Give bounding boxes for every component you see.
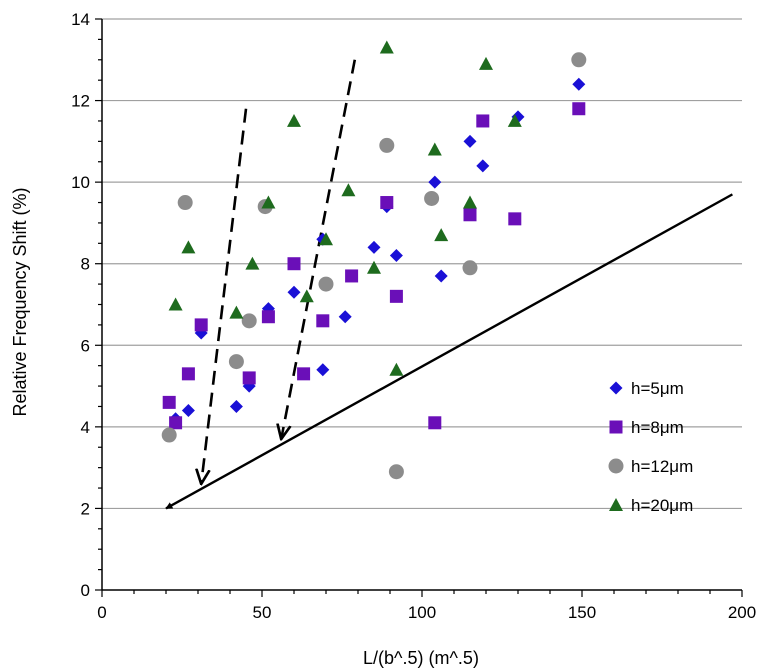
data-point-square (297, 367, 311, 381)
legend-label: h=12μm (631, 457, 693, 476)
data-point-triangle (367, 260, 381, 274)
axes: 0 2 4 6 8 10 12 14 0 50 100 150 200 (71, 10, 756, 622)
y-tick-label: 8 (81, 255, 90, 274)
trend-arrow (165, 193, 733, 510)
data-point-triangle (319, 232, 333, 246)
data-point-square (287, 257, 301, 271)
legend-marker-diamond (609, 381, 623, 395)
data-point-circle (424, 190, 440, 206)
data-point-square (572, 102, 586, 116)
data-point-triangle (299, 289, 314, 303)
x-axis-title: L/(b^.5) (m^.5) (363, 648, 479, 668)
legend-item: h=5μm (609, 379, 684, 398)
data-point-square (508, 212, 522, 226)
legend-label: h=5μm (631, 379, 684, 398)
x-tick-label: 200 (728, 603, 756, 622)
data-point-circle (177, 195, 193, 211)
legend-label: h=20μm (631, 496, 693, 515)
data-point-diamond (572, 77, 586, 91)
legend-item: h=8μm (609, 418, 684, 437)
data-point-diamond (229, 399, 243, 413)
y-axis-title: Relative Frequency Shift (%) (10, 187, 30, 416)
dashed-arrow (201, 108, 248, 484)
data-point-square (316, 314, 330, 328)
data-point-triangle (389, 362, 404, 376)
data-point-square (181, 367, 195, 381)
y-tick-label: 14 (71, 10, 90, 29)
data-point-diamond (181, 404, 195, 418)
x-tick-label: 100 (408, 603, 436, 622)
data-point-triangle (463, 195, 477, 209)
data-point-triangle (229, 305, 244, 319)
data-point-square (476, 114, 490, 128)
data-points (161, 40, 587, 480)
data-point-square (162, 395, 176, 409)
x-tick-label: 0 (97, 603, 106, 622)
data-point-triangle (434, 228, 449, 242)
data-point-square (389, 289, 403, 303)
data-point-square (463, 208, 477, 222)
data-point-diamond (463, 134, 477, 148)
legend-marker-square (609, 420, 623, 434)
data-point-square (428, 416, 442, 430)
data-point-circle (318, 276, 334, 292)
data-point-square (261, 310, 275, 324)
data-point-diamond (367, 240, 381, 254)
legend-item: h=12μm (608, 457, 693, 476)
data-point-triangle (245, 256, 260, 270)
y-tick-label: 12 (71, 92, 90, 111)
data-point-circle (462, 260, 478, 276)
data-point-triangle (261, 195, 276, 209)
data-point-square (194, 318, 208, 332)
legend-label: h=8μm (631, 418, 684, 437)
data-point-circle (388, 464, 404, 480)
data-point-diamond (476, 159, 490, 173)
y-tick-label: 2 (81, 499, 90, 518)
data-point-circle (228, 354, 244, 370)
data-point-diamond (434, 269, 448, 283)
data-point-triangle (341, 183, 356, 197)
data-point-diamond (316, 363, 330, 377)
data-point-circle (241, 313, 257, 329)
data-point-triangle (379, 40, 394, 54)
dashed-arrow (281, 59, 357, 439)
y-tick-label: 0 (81, 581, 90, 600)
data-point-square (380, 196, 394, 210)
data-point-triangle (181, 240, 196, 254)
data-point-circle (379, 137, 395, 153)
data-point-triangle (427, 142, 442, 156)
data-point-square (242, 371, 256, 385)
legend-marker-triangle (609, 498, 623, 511)
legend-item: h=20μm (609, 496, 693, 515)
data-point-diamond (389, 249, 403, 263)
data-point-square (169, 416, 183, 430)
data-point-triangle (287, 113, 301, 127)
legend: h=5μm h=8μm h=12μm h=20μm (608, 379, 693, 515)
data-point-triangle (168, 297, 183, 311)
x-tick-label: 50 (253, 603, 272, 622)
y-tick-label: 6 (81, 336, 90, 355)
data-point-diamond (338, 310, 352, 324)
data-point-diamond (428, 175, 442, 189)
y-tick-label: 4 (81, 418, 90, 437)
data-point-circle (571, 52, 587, 68)
y-tick-label: 10 (71, 173, 90, 192)
annotation-arrows (165, 59, 733, 510)
data-point-square (345, 269, 359, 283)
x-tick-label: 150 (568, 603, 596, 622)
data-point-triangle (479, 56, 493, 70)
legend-marker-circle (608, 458, 624, 474)
data-point-diamond (287, 285, 301, 299)
data-point-circle (161, 427, 177, 443)
data-point-triangle (507, 113, 522, 127)
